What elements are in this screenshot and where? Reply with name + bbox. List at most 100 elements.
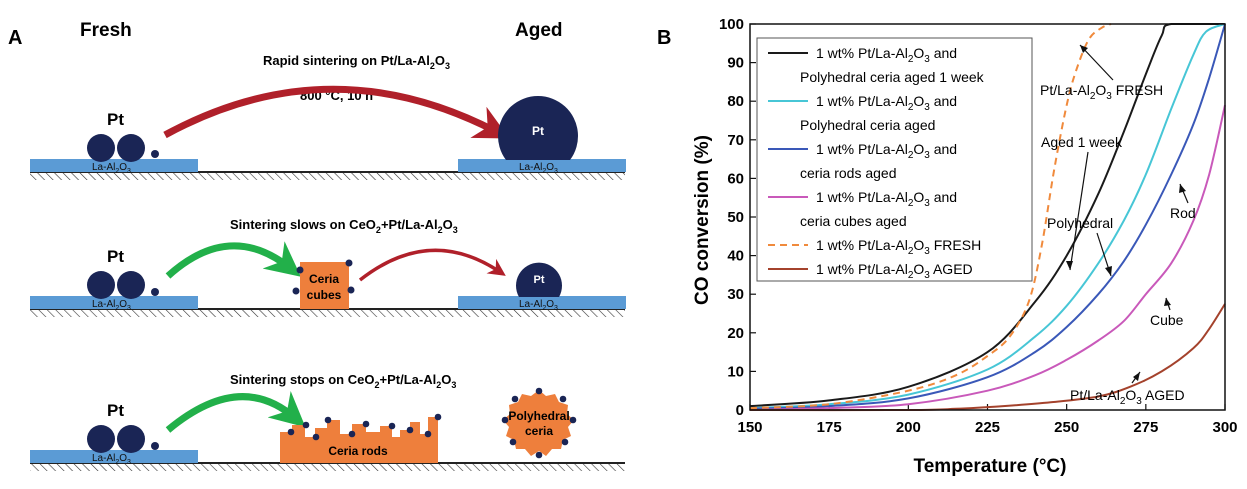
pt-atom [324,416,332,424]
y-tick-label: 30 [727,286,744,303]
ceria-cube-label: Ceria [309,272,339,286]
x-tick-label: 175 [817,419,842,436]
legend-label: 1 wt% Pt/La-Al2O3 and [816,93,957,113]
legend-label-cont: ceria rods aged [800,165,897,181]
support-label: La-Al2O3 [92,453,131,466]
pt-atom [535,451,543,459]
legend-items: 1 wt% Pt/La-Al2O3 and Polyhedral ceria ag… [768,45,985,281]
x-tick-label: 200 [896,419,921,436]
pt-atom [302,421,310,429]
support-aged [458,159,626,172]
pt-atom [296,266,304,274]
pt-atom [535,387,543,395]
annotation-pointer-head [1179,184,1186,193]
ceria-rods [280,417,438,463]
pt-particle [117,271,145,299]
pt-particle [87,134,115,162]
row-2: Sintering slows on CeO2+Pt/La-Al2O3 La-A… [30,217,626,317]
y-tick-label: 80 [727,93,744,110]
green-arrow [165,391,306,433]
y-tick-label: 70 [727,132,744,149]
pt-particle [117,134,145,162]
annotation-pointer-head [1164,298,1171,306]
annotation-pointer-head [1105,266,1112,276]
plot-frame [749,23,1226,411]
panel-b: B CO conversion (%) Temperature (°C) 150… [657,16,1238,477]
pt-atom [424,430,432,438]
annotation-rod: Rod [1170,205,1196,221]
row-1: Rapid sintering on Pt/La-Al2O3 800 °C, 1… [30,53,626,180]
x-tick-label: 150 [737,419,762,436]
axis-ticks: 150 175 200 225 250 275 300 0 10 20 30 40 50 60 70 80 90… [719,16,1238,436]
x-tick-label: 225 [975,419,1000,436]
pt-atom [292,287,300,295]
y-tick-label: 50 [727,209,744,226]
polyhedral-ceria-label: ceria [525,424,553,438]
pt-label: Pt [107,247,124,266]
pt-atom [511,395,519,403]
support-label: La-Al2O3 [519,162,558,175]
support-fresh [30,450,198,463]
y-tick-label: 60 [727,170,744,187]
support-aged [458,296,626,309]
support-fresh [30,159,198,172]
red-arrow [358,248,506,282]
series-line-5 [749,23,1112,410]
x-tick-label: 250 [1054,419,1079,436]
row3-caption: Sintering stops on CeO2+Pt/La-Al2O3 [230,372,456,390]
row-3: Sintering stops on CeO2+Pt/La-Al2O3 La-A… [30,372,625,471]
pt-label: Pt [532,124,544,138]
pt-particle [87,425,115,453]
ceria-rods-label: Ceria rods [328,444,388,458]
support-label: La-Al2O3 [519,299,558,312]
pt-particle-sintered [516,262,562,297]
pt-atom [406,426,414,434]
y-tick-label: 10 [727,363,744,380]
annotation-aged: Pt/La-Al2O3 AGED [1070,387,1185,407]
annotation-fresh: Pt/La-Al2O3 FRESH [1040,82,1163,102]
pt-atom [434,413,442,421]
pt-particle [151,150,159,158]
pt-atom [287,428,295,436]
ground-hatch [30,463,625,471]
legend-label: 1 wt% Pt/La-Al2O3 and [816,45,957,65]
pt-atom [509,438,517,446]
green-arrow [165,241,301,279]
pt-atom [561,438,569,446]
annotation-pointer-head [1080,45,1088,53]
x-axis-label: Temperature (°C) [914,456,1067,477]
pt-label: Pt [107,401,124,420]
pt-particle-sintered [498,95,579,160]
series-line-1 [749,22,1225,408]
series-line-3 [749,23,1226,410]
legend-label-cont: ceria cubes aged [800,213,907,229]
legend-label-cont: Polyhedral ceria aged 1 week [800,69,985,85]
pt-particle [151,288,159,296]
series-line-2 [749,23,1226,410]
legend-label: 1 wt% Pt/La-Al2O3 AGED [816,261,973,281]
ceria-cube [300,262,349,309]
red-arrow [163,85,510,139]
pt-particle [87,271,115,299]
row1-caption: Rapid sintering on Pt/La-Al2O3 [263,53,450,71]
y-tick-label: 0 [736,402,744,419]
series-line-4 [749,104,1226,411]
annotation-pointer-head [1066,261,1073,270]
y-tick-label: 100 [719,16,744,33]
annotation-pointer [1079,44,1114,81]
panel-b-label: B [657,27,671,49]
annotation-cube: Cube [1150,312,1184,328]
pt-atom [348,430,356,438]
annotation-aged-1-week: Aged 1 week [1041,134,1123,150]
pt-atom [569,416,577,424]
pt-atom [388,422,396,430]
pt-atom [501,416,509,424]
legend-label: 1 wt% Pt/La-Al2O3 and [816,189,957,209]
legend-box [756,37,1033,282]
pt-atom [345,259,353,267]
annotation-pointer [1069,151,1089,271]
panel-a-label: A [8,27,22,49]
aged-heading: Aged [515,20,563,41]
pt-atom [362,420,370,428]
